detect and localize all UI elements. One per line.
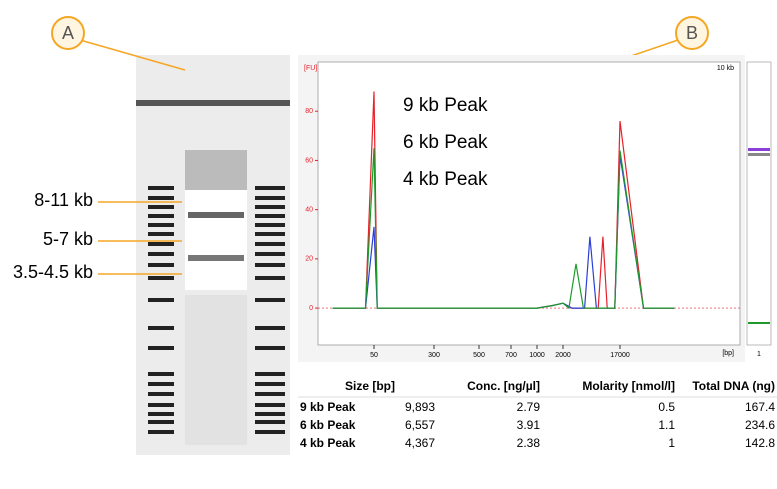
band-label: 8-11 kb	[34, 190, 93, 210]
ladder-band	[255, 420, 285, 424]
x-tick-label: 1000	[529, 352, 545, 359]
annotation: 10 kb	[717, 65, 734, 72]
table-cell: 234.6	[745, 418, 775, 432]
lane-label: 1	[757, 351, 761, 358]
x-tick-label: 50	[370, 352, 378, 359]
ladder-band	[148, 232, 174, 236]
ladder-band	[255, 242, 285, 246]
y-tick-label: 0	[309, 305, 313, 312]
ladder-band	[255, 205, 285, 209]
table-cell: 0.5	[658, 400, 675, 414]
y-axis-label: [FU]	[304, 65, 317, 72]
ladder-band	[255, 382, 285, 386]
ladder-band	[148, 214, 174, 218]
x-tick-label: 2000	[555, 352, 571, 359]
x-axis-label: [bp]	[722, 350, 734, 357]
ladder-band	[148, 392, 174, 396]
ladder-band	[255, 196, 285, 200]
ladder-band	[255, 392, 285, 396]
legend-entry: 6 kb Peak	[403, 132, 488, 153]
row-header: 9 kb Peak	[300, 400, 356, 414]
table-header: Molarity [nmol/l]	[582, 379, 675, 393]
ladder-band	[148, 403, 174, 407]
ladder-band	[148, 186, 174, 190]
ladder-band	[148, 252, 174, 256]
ladder-band	[148, 420, 174, 424]
figure: A B 8-11 kb 5-7 kb 3.5-4.5 kb [FU] 10 kb…	[0, 0, 777, 484]
row-header: 4 kb Peak	[300, 436, 356, 450]
table-header: Total DNA (ng)	[692, 379, 775, 393]
x-tick-label: 700	[505, 352, 517, 359]
ladder-band	[148, 242, 174, 246]
table-cell: 2.38	[517, 436, 541, 450]
y-tick-label: 40	[305, 206, 313, 213]
x-tick-label: 300	[428, 352, 440, 359]
ladder-band	[148, 430, 174, 434]
ladder-band	[148, 263, 174, 267]
lane-strip	[747, 62, 771, 345]
legend-entry: 4 kb Peak	[403, 169, 488, 190]
band-label: 5-7 kb	[43, 229, 93, 249]
table-header: Size [bp]	[345, 379, 395, 393]
ladder-band	[148, 196, 174, 200]
ladder-band	[148, 298, 174, 302]
ladder-band	[255, 223, 285, 227]
ladder-band	[255, 263, 285, 267]
ladder-band	[255, 186, 285, 190]
ladder-band	[148, 412, 174, 416]
ladder-band	[255, 214, 285, 218]
ladder-band	[255, 346, 285, 350]
row-header: 6 kb Peak	[300, 418, 356, 432]
table-cell: 167.4	[745, 400, 775, 414]
table-header: Conc. [ng/µl]	[467, 379, 540, 393]
table: Size [bp] Conc. [ng/µl] Molarity [nmol/l] T…	[298, 379, 777, 450]
table-cell: 1	[668, 436, 675, 450]
callout-label: B	[686, 23, 698, 43]
y-tick-label: 20	[305, 256, 313, 263]
ladder-band	[255, 403, 285, 407]
ladder-band	[255, 326, 285, 330]
table-cell: 9,893	[405, 400, 435, 414]
table-cell: 1.1	[658, 418, 675, 432]
ladder-band	[148, 326, 174, 330]
ladder-band	[255, 252, 285, 256]
table-cell: 4,367	[405, 436, 435, 450]
table-cell: 3.91	[517, 418, 541, 432]
lane-band	[748, 148, 770, 151]
ladder-band	[148, 382, 174, 386]
y-tick-label: 60	[305, 157, 313, 164]
ladder-band	[148, 276, 174, 280]
ladder-band	[255, 298, 285, 302]
ladder-band	[148, 372, 174, 376]
band-label: 3.5-4.5 kb	[13, 262, 93, 282]
ladder-band	[255, 232, 285, 236]
x-tick-label: 17000	[610, 352, 630, 359]
ladder-band	[255, 276, 285, 280]
y-tick-label: 80	[305, 108, 313, 115]
ladder-band	[255, 372, 285, 376]
legend-entry: 9 kb Peak	[403, 95, 488, 116]
ladder-band	[148, 223, 174, 227]
table-cell: 2.79	[517, 400, 541, 414]
lane-band	[748, 322, 770, 324]
table-cell: 142.8	[745, 436, 775, 450]
plot-area	[318, 62, 740, 345]
ladder-band	[148, 346, 174, 350]
x-tick-label: 500	[473, 352, 485, 359]
table-cell: 6,557	[405, 418, 435, 432]
lane-band	[748, 153, 770, 156]
ladder-band	[148, 205, 174, 209]
ladder-band	[255, 430, 285, 434]
callout-label: A	[62, 23, 74, 43]
ladder-band	[255, 412, 285, 416]
